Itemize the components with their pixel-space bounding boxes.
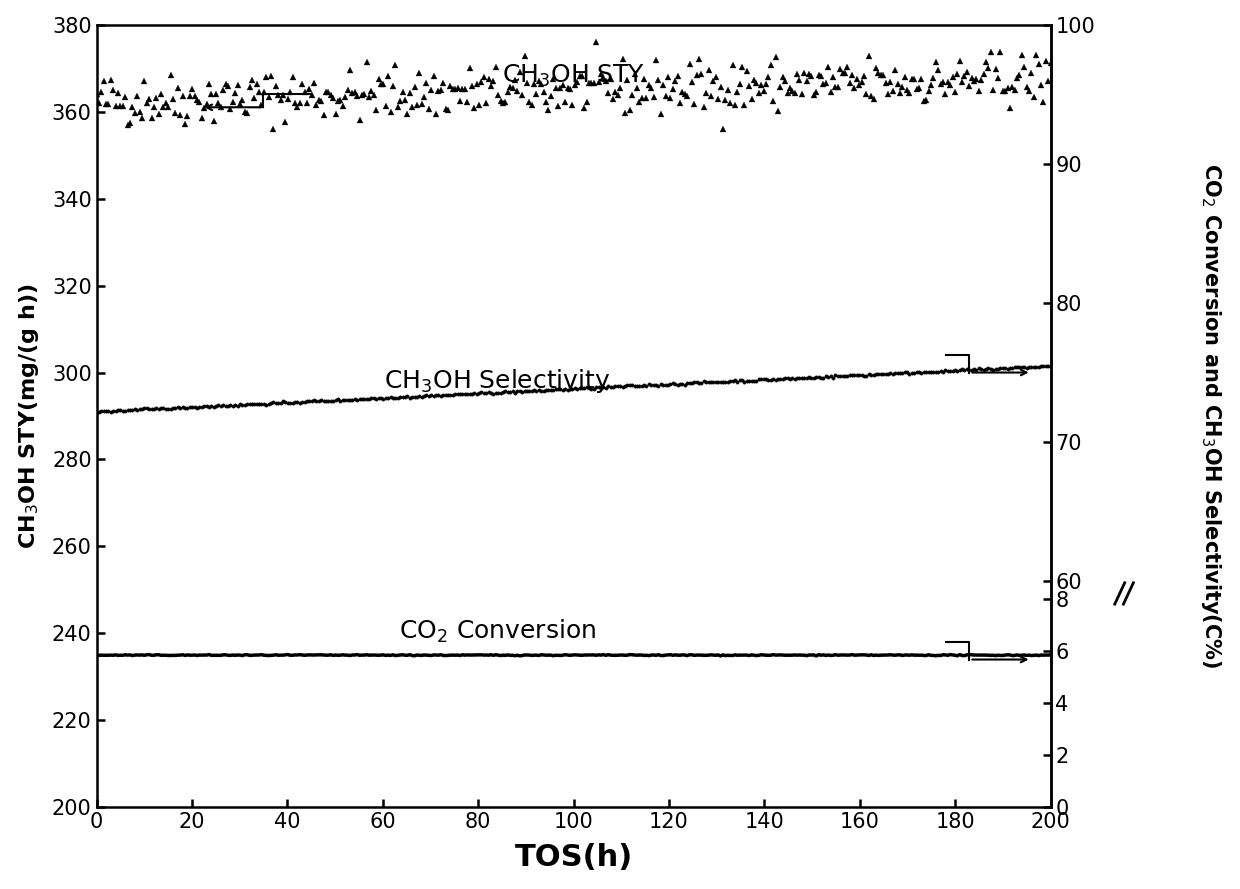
Text: CH$_3$OH Selectivity: CH$_3$OH Selectivity bbox=[384, 367, 610, 395]
Text: CH$_3$OH STY: CH$_3$OH STY bbox=[502, 62, 645, 89]
X-axis label: TOS(h): TOS(h) bbox=[515, 844, 632, 872]
Text: CO$_2$ Conversion: CO$_2$ Conversion bbox=[398, 618, 596, 645]
Y-axis label: CO$_2$ Conversion and CH$_3$OH Selectivity(C%): CO$_2$ Conversion and CH$_3$OH Selectivi… bbox=[1199, 164, 1224, 669]
Y-axis label: CH$_3$OH STY(mg/(g h)): CH$_3$OH STY(mg/(g h)) bbox=[16, 283, 41, 549]
